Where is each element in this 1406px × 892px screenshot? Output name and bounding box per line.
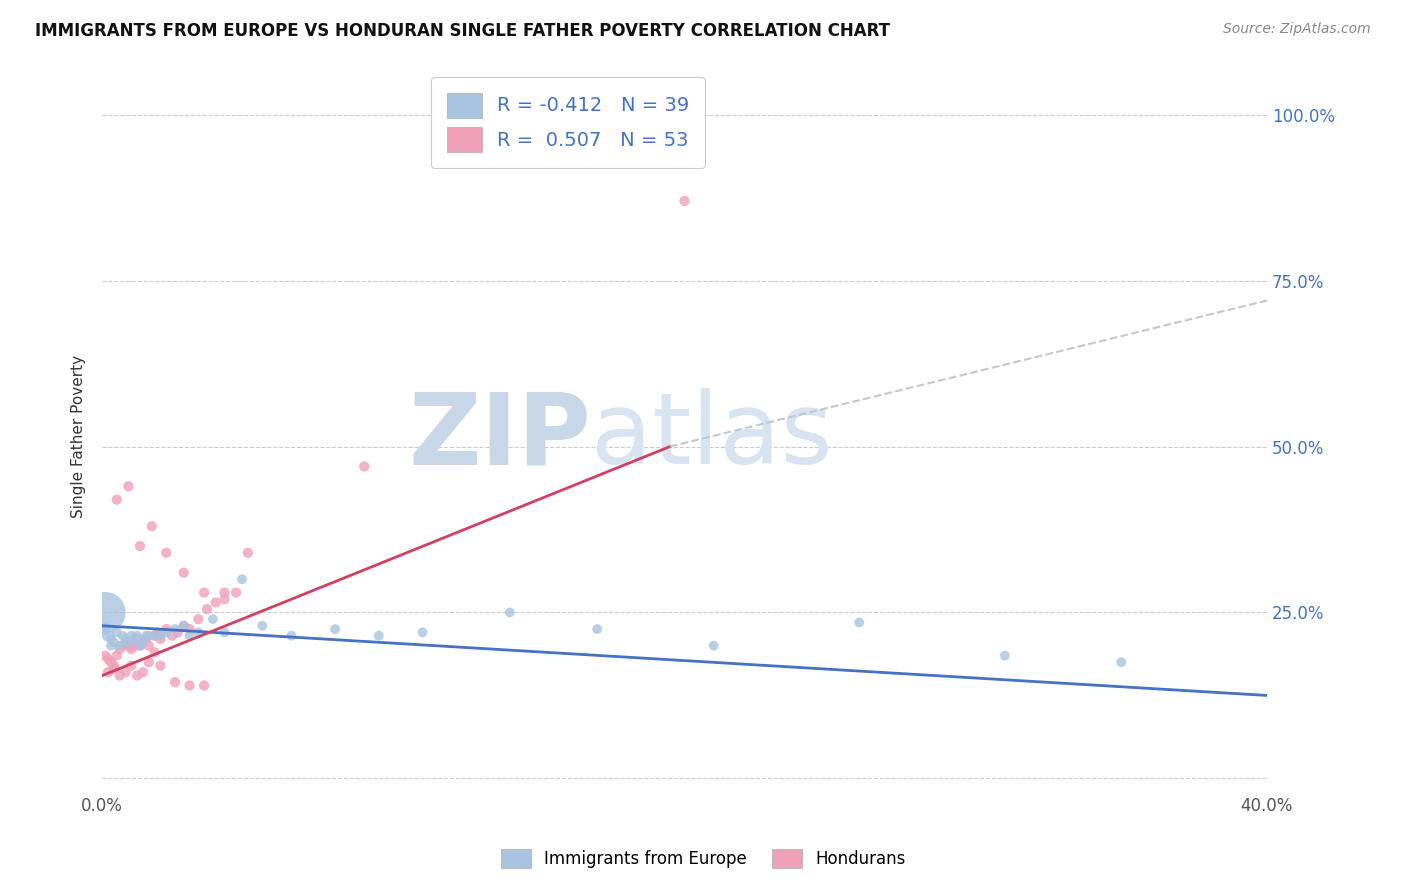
Point [100, 655, 122, 669]
Point [143, 629, 166, 643]
Point [187, 612, 209, 626]
Point [138, 629, 160, 643]
Point [146, 625, 169, 640]
Point [994, 648, 1017, 663]
Point [143, 629, 166, 643]
Point [155, 622, 177, 636]
Point [187, 625, 209, 640]
Point [1111, 655, 1133, 669]
Text: ZIP: ZIP [409, 388, 592, 485]
Point [138, 655, 160, 669]
Point [179, 622, 201, 636]
Point [122, 639, 145, 653]
Point [132, 635, 155, 649]
Point [195, 602, 218, 616]
Point [367, 629, 389, 643]
Point [127, 629, 149, 643]
Point [105, 648, 128, 663]
Point [120, 629, 142, 643]
Text: Source: ZipAtlas.com: Source: ZipAtlas.com [1223, 22, 1371, 37]
Point [173, 619, 195, 633]
Point [201, 612, 224, 626]
Point [103, 635, 125, 649]
Point [173, 619, 195, 633]
Point [103, 658, 125, 673]
Point [149, 629, 172, 643]
Point [114, 635, 136, 649]
Y-axis label: Single Father Poverty: Single Father Poverty [72, 355, 86, 518]
Point [120, 658, 142, 673]
Point [129, 639, 152, 653]
Point [94, 622, 117, 636]
Point [586, 622, 609, 636]
Point [236, 546, 259, 560]
Point [117, 639, 139, 653]
Point [97, 629, 120, 643]
Point [94, 648, 117, 663]
Point [135, 632, 157, 646]
Point [127, 668, 149, 682]
Point [163, 622, 186, 636]
Point [108, 639, 131, 653]
Point [179, 678, 201, 692]
Point [97, 665, 120, 680]
Point [114, 665, 136, 680]
Point [105, 492, 128, 507]
Point [193, 585, 215, 599]
Point [129, 639, 152, 653]
Point [135, 629, 157, 643]
Point [411, 625, 433, 640]
Point [231, 572, 253, 586]
Point [143, 645, 166, 659]
Point [114, 632, 136, 646]
Point [848, 615, 870, 630]
Point [173, 566, 195, 580]
Text: atlas: atlas [592, 388, 832, 485]
Point [122, 632, 145, 646]
Point [252, 619, 274, 633]
Point [132, 635, 155, 649]
Point [149, 632, 172, 646]
Point [100, 632, 122, 646]
Legend: Immigrants from Europe, Hondurans: Immigrants from Europe, Hondurans [494, 842, 912, 875]
Point [108, 668, 131, 682]
Point [167, 625, 190, 640]
Point [353, 459, 375, 474]
Point [155, 546, 177, 560]
Point [499, 606, 522, 620]
Point [323, 622, 346, 636]
Point [117, 635, 139, 649]
Point [138, 639, 160, 653]
Point [179, 629, 201, 643]
Point [703, 639, 725, 653]
Point [97, 652, 120, 666]
Point [214, 592, 236, 607]
Point [105, 625, 128, 640]
Point [149, 658, 172, 673]
Point [155, 625, 177, 640]
Point [120, 642, 142, 657]
Text: IMMIGRANTS FROM EUROPE VS HONDURAN SINGLE FATHER POVERTY CORRELATION CHART: IMMIGRANTS FROM EUROPE VS HONDURAN SINGL… [35, 22, 890, 40]
Point [108, 642, 131, 657]
Point [127, 632, 149, 646]
Point [111, 639, 134, 653]
Point [141, 519, 163, 533]
Point [280, 629, 302, 643]
Point [673, 194, 696, 208]
Point [193, 678, 215, 692]
Legend: R = -0.412   N = 39, R =  0.507   N = 53: R = -0.412 N = 39, R = 0.507 N = 53 [432, 77, 704, 168]
Point [132, 665, 155, 680]
Point [100, 639, 122, 653]
Point [129, 539, 152, 553]
Point [214, 625, 236, 640]
Point [204, 595, 226, 609]
Point [111, 629, 134, 643]
Point [225, 585, 247, 599]
Point [163, 675, 186, 690]
Point [94, 606, 117, 620]
Point [103, 662, 125, 676]
Point [160, 629, 183, 643]
Point [214, 585, 236, 599]
Point [117, 479, 139, 493]
